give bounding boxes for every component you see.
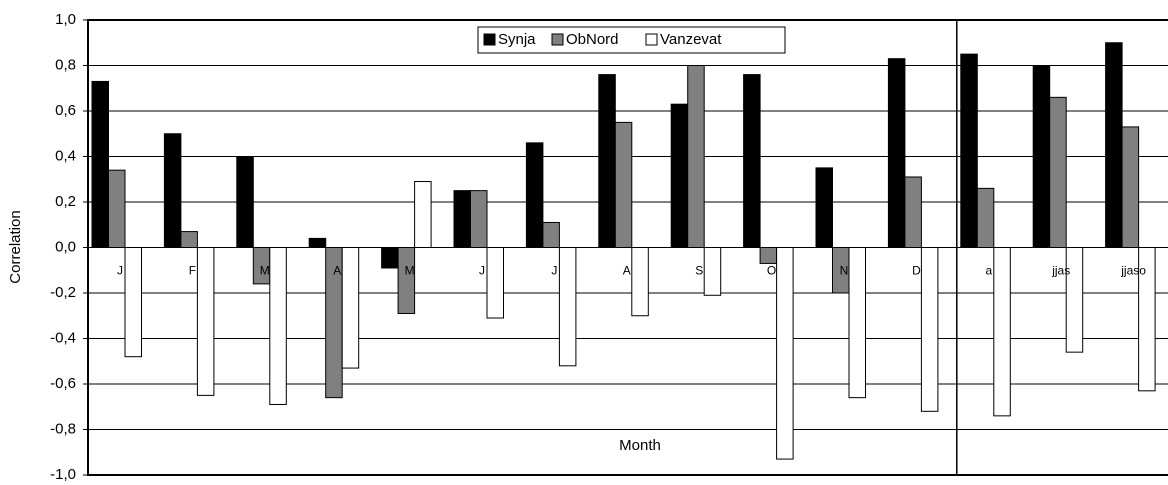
bar [920, 247, 939, 412]
legend-box [477, 26, 786, 54]
plot-border [87, 19, 1168, 476]
bar [1049, 96, 1067, 248]
y-tick-label: -1,0 [50, 466, 76, 483]
bar [815, 167, 833, 248]
bar [381, 247, 399, 269]
bar [1032, 65, 1051, 248]
y-tick-label: 0,0 [55, 238, 76, 255]
x-tick-label: N [840, 264, 849, 278]
bar [91, 80, 109, 248]
bar [525, 142, 544, 249]
x-tick-label: jjaso [1120, 264, 1146, 278]
x-tick-label: M [405, 264, 415, 278]
bar [397, 247, 416, 314]
y-axis-label: Correlation [7, 210, 24, 283]
bar [124, 247, 142, 358]
legend-swatch [645, 33, 658, 46]
bar [759, 247, 778, 264]
bar [236, 156, 254, 248]
legend-swatch [551, 33, 564, 46]
bar [904, 176, 922, 249]
bar [598, 74, 616, 248]
y-tick-label: 0,8 [55, 56, 76, 73]
bar [960, 53, 978, 248]
y-tick-label: 0,6 [55, 102, 76, 119]
legend-swatch [483, 33, 496, 46]
bar [542, 221, 560, 249]
y-tick-label: 0,2 [55, 193, 76, 210]
bar [1138, 247, 1156, 392]
x-axis-label: Month [619, 437, 661, 454]
x-tick-label: J [479, 264, 485, 278]
x-tick-label: a [985, 264, 992, 278]
y-tick-label: 0,4 [55, 147, 76, 164]
bar [993, 247, 1011, 417]
y-tick-label: -0,4 [50, 329, 76, 346]
bar [486, 247, 504, 319]
bar [687, 65, 705, 248]
bar [453, 190, 471, 248]
x-tick-label: A [333, 264, 341, 278]
bar [976, 187, 995, 249]
bar [1121, 126, 1140, 248]
bar [269, 247, 287, 405]
bar [1065, 247, 1084, 353]
bar [703, 247, 722, 296]
bar [341, 247, 360, 369]
y-tick-label: -0,2 [50, 284, 76, 301]
bar [308, 237, 327, 248]
bar [180, 231, 198, 248]
bar [848, 247, 866, 399]
bar [470, 190, 488, 248]
bar [743, 74, 761, 248]
x-tick-label: A [623, 264, 631, 278]
bar [1105, 42, 1123, 248]
x-tick-label: O [767, 264, 776, 278]
x-tick-label: jjas [1051, 264, 1070, 278]
bar [414, 181, 432, 248]
legend-label: ObNord [566, 31, 619, 48]
legend-label: Vanzevat [660, 31, 722, 48]
x-tick-label: D [912, 264, 921, 278]
x-tick-label: F [189, 264, 196, 278]
x-tick-label: M [260, 264, 270, 278]
legend-label: Synja [498, 31, 536, 48]
y-tick-label: -0,6 [50, 375, 76, 392]
bar [196, 247, 215, 396]
bar [631, 247, 649, 317]
y-tick-label: -0,8 [50, 420, 76, 437]
bar [887, 58, 906, 248]
bar [108, 169, 126, 248]
y-tick-label: 1,0 [55, 11, 76, 28]
bar [776, 247, 794, 460]
bar [614, 121, 633, 248]
x-tick-label: J [117, 264, 123, 278]
x-tick-label: J [551, 264, 557, 278]
x-tick-label: S [695, 264, 703, 278]
bar [163, 133, 182, 248]
bar [670, 103, 689, 248]
bar [558, 247, 577, 367]
